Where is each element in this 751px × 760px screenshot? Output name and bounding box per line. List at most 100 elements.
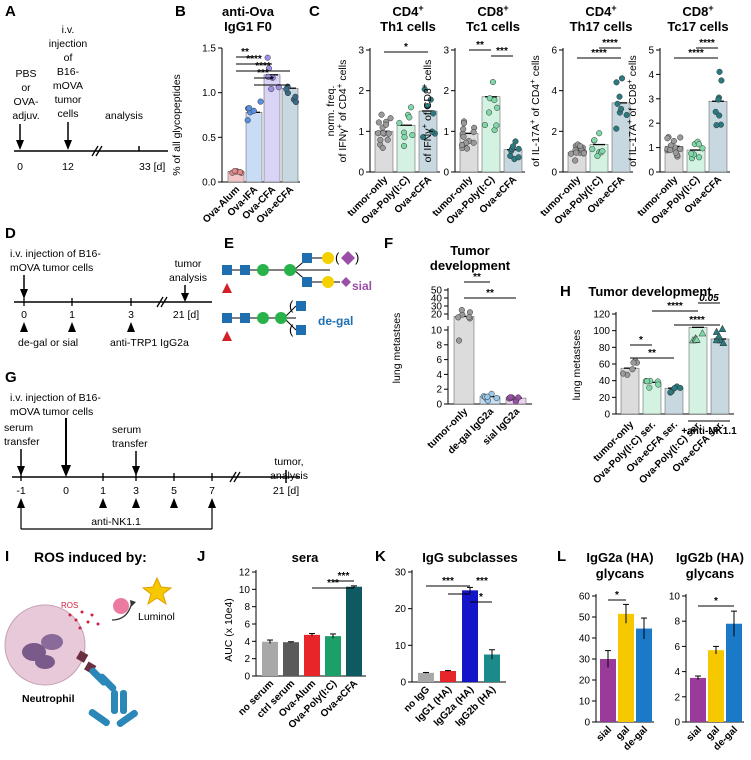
panel-c-tick-label: 3 [358,46,364,57]
panel-g-tumor: tumor, [274,456,303,468]
panel-c-data-point [623,111,630,119]
mannose-circle-icon [284,264,296,276]
panel-k-tick-label: 10 [395,641,407,652]
panel-h-data-point [630,359,637,366]
panel-d-timeline: i.v. injection of B16- mOVA tumor cells … [10,248,212,349]
panel-letter-l: L [557,548,566,565]
neutrophil-nucleus-icon [41,634,63,650]
panel-k-bar [484,654,500,682]
panel-c-data-point [715,96,722,103]
panel-c-data-point [491,97,498,104]
panel-c-data-point [677,146,684,153]
panel-c-tick-label: 0 [551,168,557,179]
panel-j-tick-label: 6 [244,620,250,631]
panel-a-arrowhead-0 [16,140,24,150]
panel-h-data-point [698,328,707,337]
panel-d-tick-label-0: 0 [21,309,27,321]
ros-dot-icon [68,613,72,617]
panel-f-tick-label: 6 [436,355,442,366]
panel-c-data-point [699,145,706,152]
galactose-circle-icon [322,252,334,264]
panel-l-tick-label: 40 [579,634,591,645]
panel-c-data-point [430,110,437,117]
panel-b-data-point [275,84,282,91]
panel-k-bar [462,590,478,682]
panel-b-ylabel: % of all glycopeptides [171,74,183,176]
panel-c-tick-label: 3 [443,46,449,57]
panel-a-inj-4: mOVA [53,80,83,92]
panel-letter-k: K [375,548,386,565]
panel-c-sig: **** [699,38,715,49]
panel-j-tick-label: 4 [244,637,250,648]
panel-c-data-point [594,152,601,160]
panel-b-data-point [250,107,257,114]
panel-c-data-point [409,132,416,139]
panel-j-bar [346,586,362,676]
panel-c-data-point [616,93,623,100]
panel-c-subtitle: Tc17 cells [667,19,728,34]
panel-f-sig: ** [473,272,481,283]
panel-c-data-point [406,114,413,121]
panel-j-tick-label: 2 [244,654,250,665]
panel-letter-d: D [5,225,16,242]
panel-c-data-point [580,150,587,157]
panel-i-illustration: ROS induced by: ROS Luminol Neutrophil [4,549,175,727]
panel-i-title: ROS induced by: [34,549,147,565]
bracket-text: ( [289,298,294,313]
panel-a-tick-label-12: 12 [62,161,74,173]
panel-k-bar [418,672,434,682]
panel-b-data-point [231,167,238,174]
panel-c-title: CD4+ [392,3,423,19]
fucose-triangle-icon [222,283,232,293]
panel-c-data-point [463,145,471,152]
panel-f-tick-label: 30 [431,302,443,313]
panel-f-tick-label: 4 [436,370,442,381]
panel-g-up-arrow [17,498,25,508]
panel-c-data-point [380,130,387,137]
panel-a-label-or: or [21,82,31,94]
panel-l-tick-label: 10 [669,592,681,603]
ros-label: ROS [61,601,78,610]
panel-f-tick-label: 40 [431,294,443,305]
panel-j-bar [262,641,278,676]
panel-a-tick-label-33: 33 [d] [139,161,165,173]
panel-d-bottom-a: de-gal or sial [18,337,78,349]
panel-c-sig: **** [602,38,618,49]
panel-c-tick-label: 6 [551,46,557,57]
panel-e-sial-label: sial [352,279,372,293]
panel-c-data-point [383,121,390,128]
panel-g-tick-label: 5 [171,485,177,497]
panel-b-title: anti-Ova [222,4,275,19]
panel-c-sig: **** [688,48,704,59]
panel-j-bar [325,636,341,676]
panel-g-text1: i.v. injection of B16- [10,392,101,404]
panel-c-sig: **** [591,48,607,59]
panel-c-data-point [672,149,679,156]
panel-h-tick-label: 0 [604,410,610,421]
panel-b-subtitle: IgG1 F0 [224,19,272,34]
panel-l-bar [726,623,742,722]
glcnac-square-icon [302,277,312,287]
panel-c-tick-label: 1 [443,127,449,138]
panel-f-title1: Tumor [450,243,489,258]
panel-l-bar [690,677,706,722]
panel-b-tick-label: 1.5 [202,44,216,55]
panel-c-tick-label: 0 [358,168,364,179]
panel-l-tick-label: 6 [674,642,680,653]
panel-c-data-point [427,96,434,103]
panel-g-tick-label: 21 [d] [273,485,299,497]
panel-c-data-point [618,105,625,113]
panel-b-data-point [264,54,271,61]
panel-c-chart-2: CD4+Th17 cells of IL-17A+ of CD4+ cells 0 2… [528,3,633,227]
panel-f-tick-label: 0 [436,400,442,411]
panel-g-up-arrow [170,498,178,508]
panel-k-tick-label: 0 [400,678,406,689]
panel-l-bar [708,650,724,722]
panel-a-inj-1: injection [49,38,88,50]
panel-h-data-point [718,324,727,332]
panel-a-label-ova: OVA- [14,96,39,108]
panel-g-serum2b: transfer [112,438,148,450]
panel-l-title1: IgG2a (HA) [586,550,653,565]
panel-f-data-point [488,390,495,397]
panel-c-subtitle: Th1 cells [380,19,436,34]
